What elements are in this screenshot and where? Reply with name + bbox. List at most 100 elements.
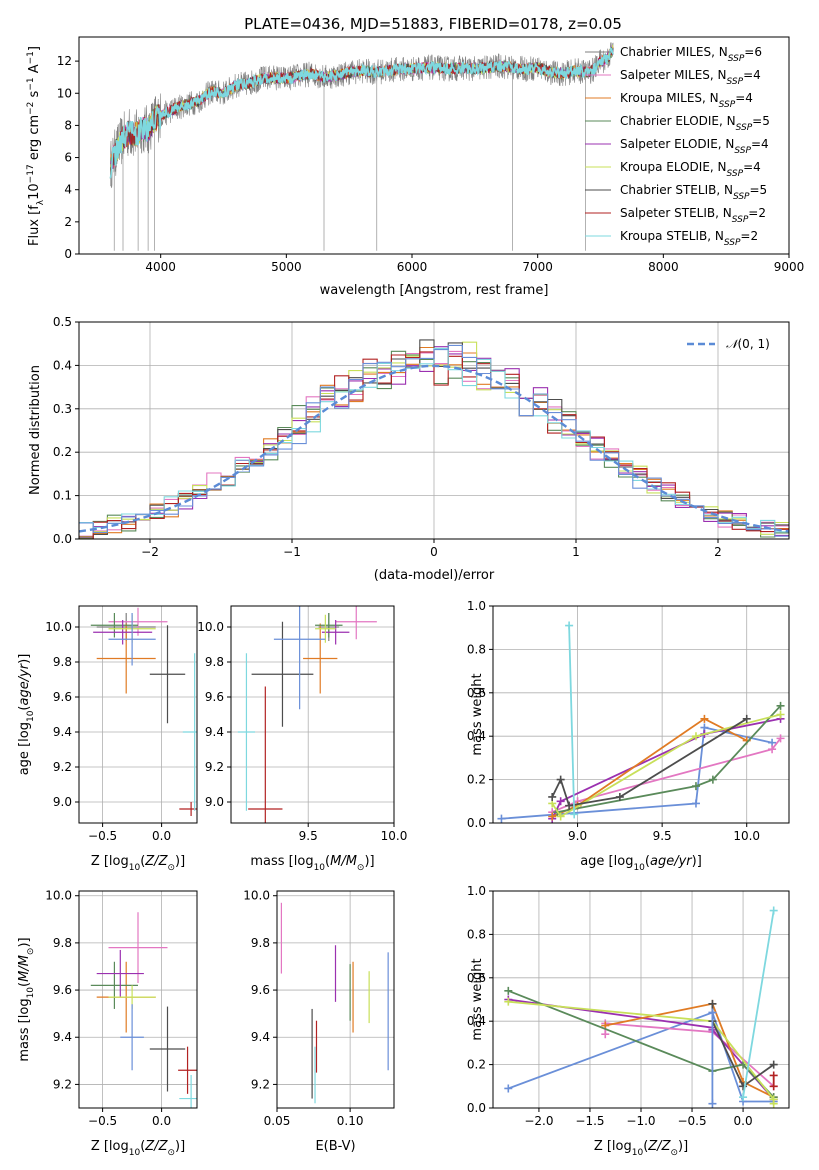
- x-axis-label: (data-model)/error: [374, 568, 495, 583]
- y-tick-label: 0.3: [53, 402, 72, 416]
- legend-label: Kroupa MILES, NSSP=4: [620, 91, 753, 110]
- spectrum-frame: [78, 36, 790, 255]
- mass-weight-vs-age-marks: [497, 621, 785, 823]
- mass-weight-marker: [548, 792, 557, 801]
- mass-vs-Z-axes: −0.5 0.0 9.2 9.4 9.6 9.8 10.0: [45, 889, 198, 1128]
- x-tick-label: 5000: [271, 260, 302, 274]
- mass-vs-EBV-marks: [280, 902, 389, 1104]
- x-axis-label: Z [log10(Z/Z⊙)]: [594, 1139, 688, 1158]
- mass-weight-marker: [556, 775, 565, 784]
- x-axis-label: wavelength [Angstrom, rest frame]: [320, 283, 549, 298]
- x-tick-label: 0.05: [264, 1114, 291, 1128]
- y-tick-label: 6: [64, 151, 72, 165]
- x-tick-label: 0: [430, 545, 438, 559]
- y-tick-label: 9.4: [205, 725, 224, 739]
- y-tick-label: 10: [57, 86, 72, 100]
- y-tick-label: 9.6: [251, 983, 270, 997]
- x-tick-label: −0.5: [677, 1114, 706, 1128]
- y-axis-label: Flux [fλ10−17 erg cm−2 s−1 A−1]: [26, 46, 46, 246]
- y-axis-label: mass weight: [470, 958, 485, 1040]
- y-tick-label: 9.2: [53, 760, 72, 774]
- mass-weight-marker: [708, 775, 717, 784]
- y-tick-label: 1.0: [467, 599, 486, 613]
- y-tick-label: 9.2: [205, 760, 224, 774]
- mass-weight-line: [742, 910, 775, 1098]
- y-tick-label: 0.8: [467, 927, 486, 941]
- mass-weight-marker: [742, 714, 751, 723]
- y-tick-label: 9.8: [251, 936, 270, 950]
- legend-label: Kroupa ELODIE, NSSP=4: [620, 160, 761, 179]
- legend-label: Salpeter MILES, NSSP=4: [620, 68, 761, 87]
- mass-weight-vs-age-frame: [492, 605, 790, 824]
- y-tick-label: 9.4: [53, 1030, 72, 1044]
- x-tick-label: 10.0: [733, 829, 760, 843]
- x-tick-label: 9000: [774, 260, 805, 274]
- mass-weight-vs-age-axes: 9.0 9.5 10.0 0.0 0.2 0.4 0.6 0.8 1.0: [467, 599, 790, 843]
- mass-weight-vs-age-plot-area: [493, 606, 789, 823]
- mass-weight-marker: [769, 1071, 778, 1080]
- mass-weight-marker: [548, 812, 557, 821]
- y-tick-label: 9.8: [53, 936, 72, 950]
- mass-vs-Z-marks: [90, 912, 197, 1108]
- mass-weight-marker: [565, 621, 574, 630]
- mass-weight-marker: [556, 797, 565, 806]
- spectrum-model-line: [109, 46, 614, 179]
- residuals-marks: [79, 339, 789, 539]
- x-tick-label: −1: [283, 545, 301, 559]
- age-vs-Z-marks: [90, 607, 197, 816]
- x-tick-label: −0.5: [88, 829, 117, 843]
- mass-weight-marker: [504, 1084, 513, 1093]
- y-tick-label: 0.4: [467, 1014, 486, 1028]
- mass-weight-marker: [700, 714, 709, 723]
- mass-weight-marker: [769, 1060, 778, 1069]
- age-vs-mass-plot-area: [231, 606, 394, 823]
- y-tick-label: 9.6: [205, 690, 224, 704]
- x-tick-label: 9.5: [299, 829, 318, 843]
- y-axis-label: age [log10(age/yr)]: [17, 654, 36, 776]
- y-tick-label: 0.4: [467, 729, 486, 743]
- y-tick-label: 9.6: [53, 983, 72, 997]
- legend-label: Kroupa STELIB, NSSP=2: [620, 229, 758, 248]
- mass-weight-marker: [769, 1082, 778, 1091]
- x-tick-label: −2: [141, 545, 159, 559]
- y-tick-label: 10.0: [197, 620, 224, 634]
- x-tick-label: 4000: [145, 260, 176, 274]
- y-tick-label: 0.0: [467, 816, 486, 830]
- x-tick-label: 9.5: [653, 829, 672, 843]
- y-tick-label: 0.0: [53, 532, 72, 546]
- spectrum-axes: 4000 5000 6000 7000 8000 9000 0 2 4 6 8 10 12: [57, 36, 805, 274]
- legend-label: Chabrier MILES, NSSP=6: [620, 45, 762, 64]
- y-tick-label: 9.8: [53, 655, 72, 669]
- x-tick-label: 10.0: [381, 829, 408, 843]
- x-tick-label: −1.5: [575, 1114, 604, 1128]
- mass-weight-marker: [497, 814, 506, 823]
- x-tick-label: 0.0: [152, 1114, 171, 1128]
- mass-weight-line: [551, 713, 781, 818]
- mass-weight-marker: [691, 799, 700, 808]
- residuals-axes: −2 −1 0 1 2 0.0 0.1 0.2 0.3 0.4 0.5: [53, 315, 790, 559]
- mass-weight-marker: [504, 986, 513, 995]
- y-tick-label: 0.4: [53, 358, 72, 372]
- page-title: PLATE=0436, MJD=51883, FIBERID=0178, z=0…: [244, 15, 622, 33]
- y-tick-label: 4: [64, 183, 72, 197]
- y-tick-label: 0.1: [53, 489, 72, 503]
- x-axis-label: Z [log10(Z/Z⊙)]: [91, 854, 185, 873]
- legend-label: 𝒩(0, 1): [726, 337, 770, 351]
- y-tick-label: 1.0: [467, 884, 486, 898]
- mass-weight-line: [501, 726, 773, 820]
- mass-weight-line: [568, 625, 576, 815]
- legend-label: Chabrier ELODIE, NSSP=5: [620, 114, 770, 133]
- y-tick-label: 0.0: [467, 1101, 486, 1115]
- spectrum-marks: [109, 42, 614, 251]
- mass-weight-line: [557, 705, 782, 813]
- y-tick-label: 9.0: [205, 795, 224, 809]
- mass-weight-marker: [708, 1008, 717, 1017]
- x-axis-label: E(B-V): [315, 1139, 355, 1154]
- x-tick-label: −1.0: [626, 1114, 655, 1128]
- age-vs-Z-plot-area: [79, 606, 197, 823]
- x-tick-label: 7000: [522, 260, 553, 274]
- mass-weight-vs-Z-axes: −2.0 −1.5 −1.0 −0.5 0.0 0.0 0.2 0.4 0.6 0.8 1.0: [467, 884, 790, 1128]
- y-tick-label: 0.8: [467, 642, 486, 656]
- y-tick-label: 12: [57, 54, 72, 68]
- age-vs-Z-frame: [78, 605, 198, 824]
